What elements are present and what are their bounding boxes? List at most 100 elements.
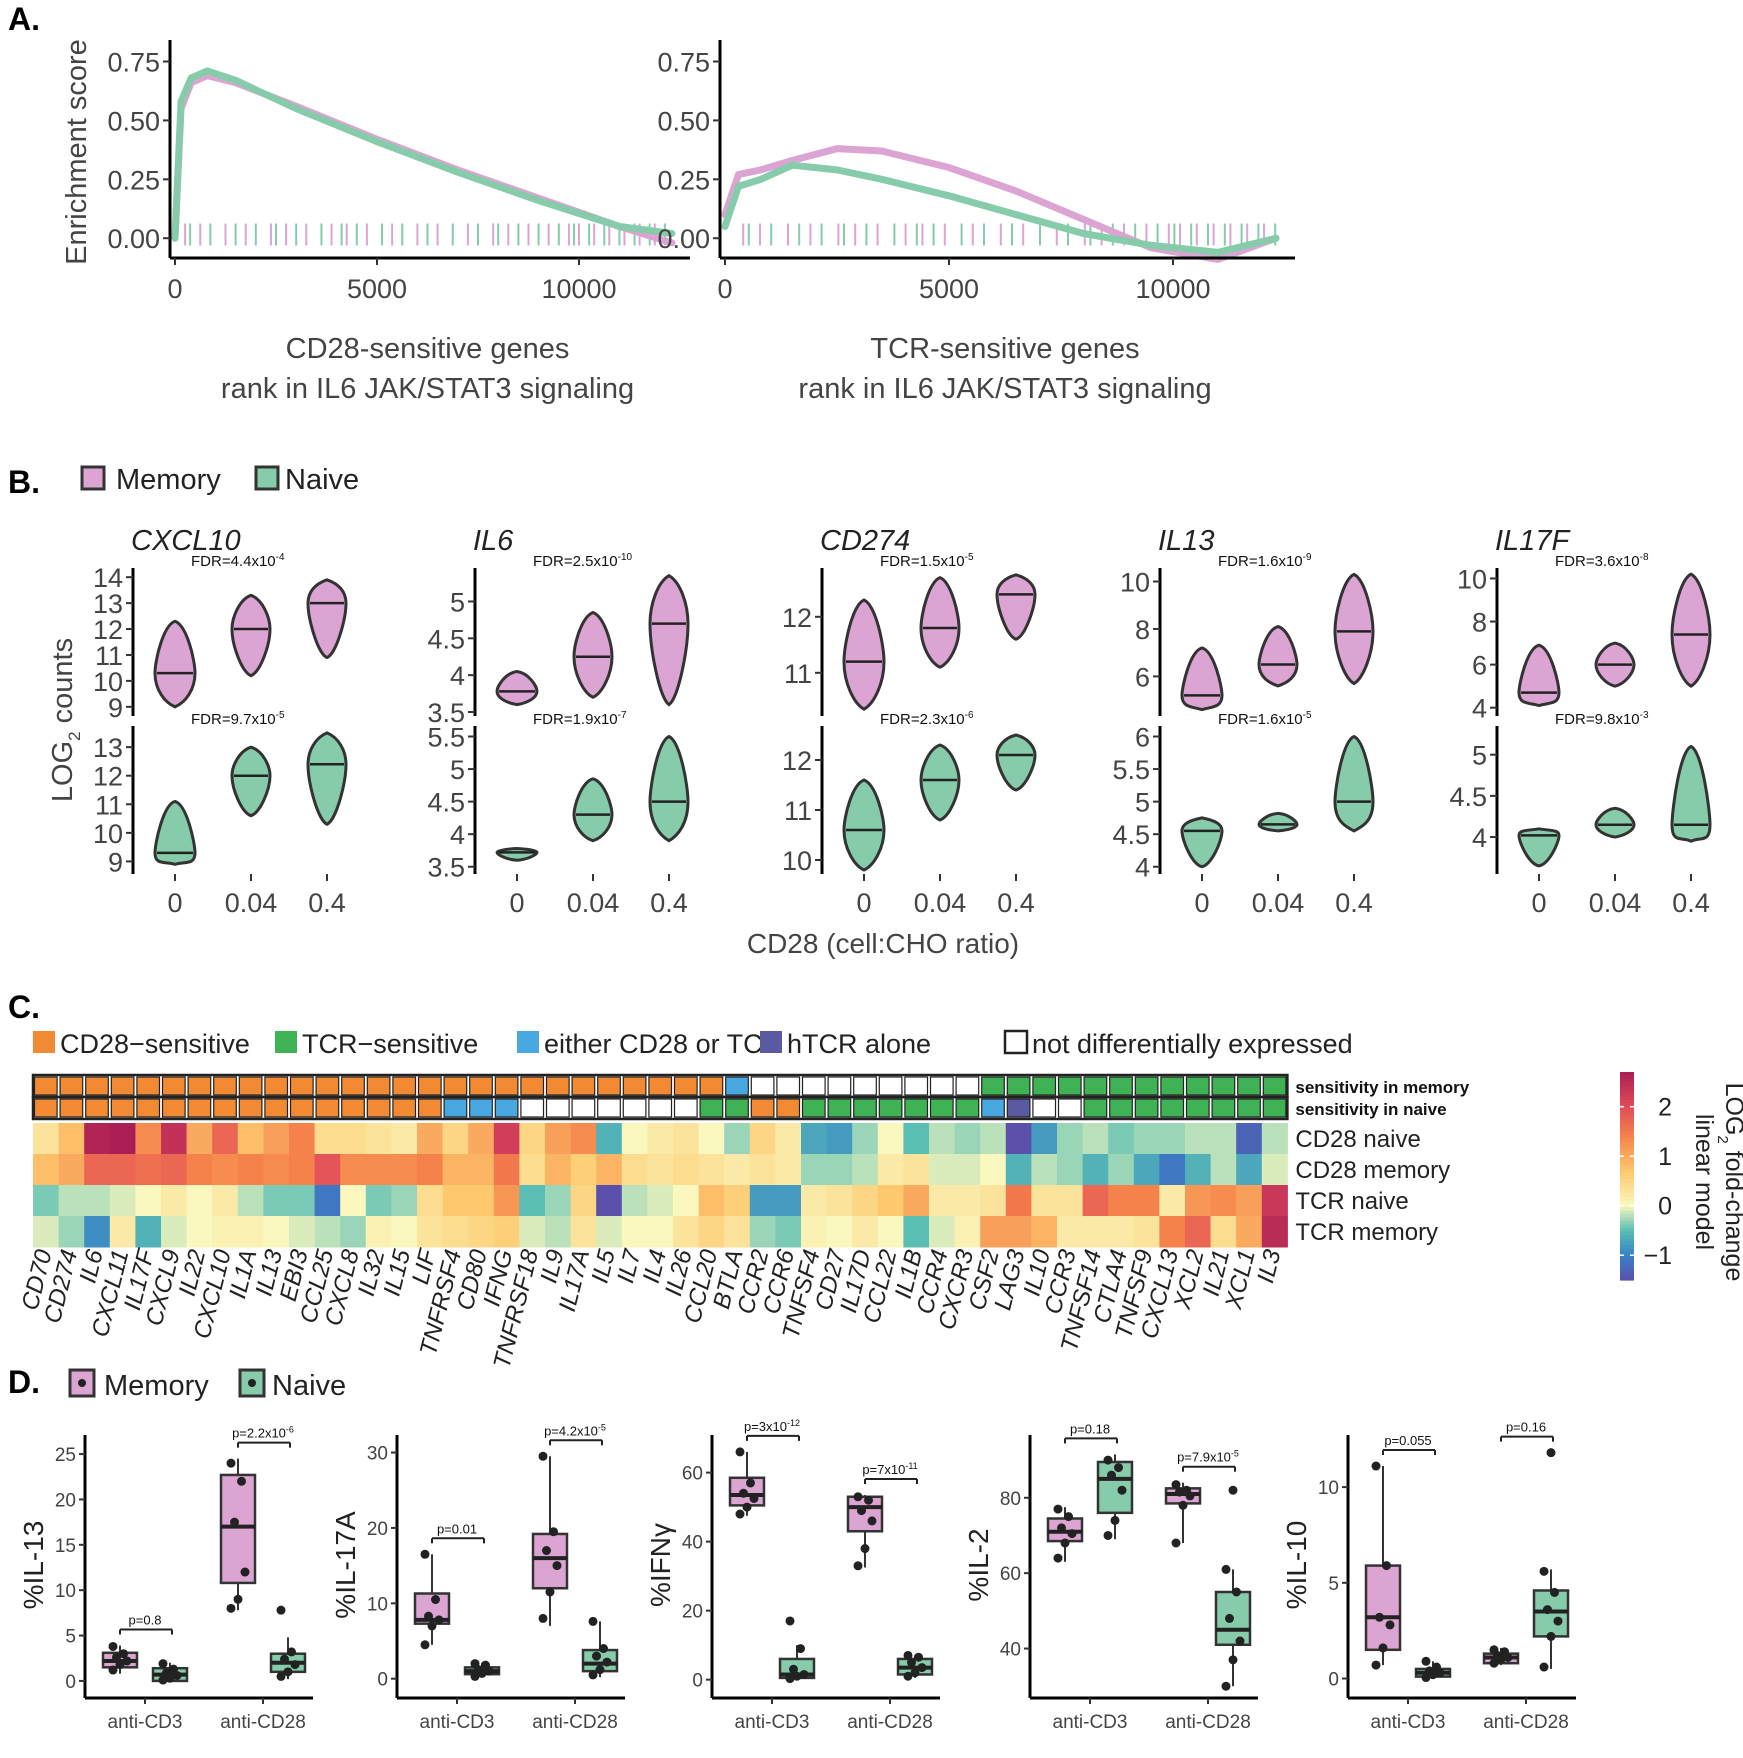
boxplot-point [119,1649,128,1659]
legend-b-naive-label: Naive [285,464,359,496]
boxplot-point [431,1595,440,1605]
colorbar-tick-label: 1 [1658,1143,1672,1171]
heatmap-cell [1210,1216,1237,1248]
colorbar-segment [1620,1106,1634,1111]
heatmap-cell [442,1123,469,1155]
colorbar-segment [1620,1189,1634,1194]
sensitivity-cell [213,1076,237,1096]
heatmap-cell [698,1154,725,1186]
sensitivity-cell [1160,1076,1185,1096]
boxplot-point [749,1493,759,1503]
heatmap-cell [1005,1154,1032,1186]
sensitivity-cell [366,1076,391,1096]
sensitivity-cell [1237,1098,1261,1118]
colorbar-segment [1620,1096,1634,1101]
gsea-xtick-label: 10000 [1135,274,1210,304]
heatmap-cell [929,1123,956,1155]
sensitivity-cell [1006,1076,1031,1096]
heatmap-cell [135,1123,162,1155]
sensitivity-cell [750,1076,775,1096]
violin-ytick-label: 5 [450,755,465,785]
heatmap-cell [570,1123,597,1155]
heatmap-cell [365,1123,392,1155]
colorbar-segment [1620,1186,1634,1191]
boxplot-box [219,1473,257,1585]
violin-shape [1670,744,1712,843]
boxplot-1: 0 5 10 15 20 25 %IL-13 anti-CD3 p=0.8 anti-CD28 p=… [18,1425,313,1733]
heatmap-legend-swatch [760,1031,782,1053]
colorbar-segment [1620,1262,1634,1267]
violin-xtick-label: 0.04 [1252,888,1305,918]
boxplot-point [1371,1660,1381,1670]
boxplot-point [420,1549,430,1559]
heatmap-cell [1082,1123,1109,1155]
heatmap-cell [1005,1123,1032,1155]
colorbar-segment [1620,1124,1634,1129]
boxplot-point [867,1516,877,1526]
heatmap-cell [801,1185,828,1217]
boxplot-ytick-label: 5 [65,1627,76,1648]
boxplot-2: 0 10 20 30 %IL-17A anti-CD3 p=0.01 anti-CD28 p=4… [330,1422,625,1733]
gsea-ytick-label: 0.00 [107,224,160,254]
boxplot-pvalue: p=0.055 [1384,1433,1431,1448]
heatmap-cell [263,1154,290,1186]
boxplot-point [158,1675,168,1685]
sensitivity-cell [85,1076,109,1096]
boxplot-point [735,1447,745,1457]
boxplot-point [860,1544,870,1554]
boxplot-point [588,1616,598,1626]
panel-label-d: D. [8,1364,40,1400]
sensitivity-cell [33,1098,58,1118]
gsea-xtick-label: 5000 [919,274,979,304]
colorbar-segment [1620,1075,1634,1080]
heatmap-cell [647,1123,674,1155]
heatmap-cell [212,1154,239,1186]
heatmap-cell [826,1216,853,1248]
boxplot-point [857,1506,866,1516]
heatmap-legend-label: not differentially expressed [1032,1029,1353,1059]
boxplot-point [785,1616,795,1626]
violin-ytick-label: 14 [93,563,123,593]
heatmap-cell [468,1185,495,1217]
boxplot-xtick-label: anti-CD28 [1165,1712,1251,1733]
violin-xtick-label: 0.4 [997,888,1035,918]
gsea-ytick-label: 0.25 [657,165,710,195]
violin-ytick-label: 3.5 [427,853,465,883]
boxplot-point [602,1657,612,1667]
violin-xtick-label: 0 [1531,888,1546,918]
boxplot-point [1432,1662,1441,1672]
boxplot-ytick-label: 20 [367,1519,388,1540]
heatmap-cell [135,1154,162,1186]
boxplot-point [424,1611,433,1621]
heatmap-cell [673,1123,700,1155]
violin-ytick-label: 4 [1135,853,1150,883]
violin-ytick-label: 3.5 [427,698,465,728]
boxplot-point [914,1652,923,1662]
boxplot-ytick-label: 40 [1000,1640,1021,1661]
sensitivity-cell [494,1098,519,1118]
boxplot-ylabel: %IL-13 [18,1521,49,1610]
heatmap: CD28−sensitive TCR−sensitive either CD28 o… [17,1029,1672,1371]
violin-ytick-label: 10 [93,819,123,849]
heatmap-cell [1133,1216,1160,1248]
heatmap-legend-swatch [33,1031,55,1053]
boxplot-xtick-label: anti-CD3 [108,1712,183,1733]
gsea-plot-1: 0.75 0.50 0.25 0.000 5000 10000 CD28-sensitive… [61,39,690,405]
sensitivity-cell [1134,1076,1159,1096]
sensitivity-cell [673,1076,698,1096]
heatmap-cell [1210,1185,1237,1217]
violin-xtick-label: 0 [509,888,524,918]
heatmap-cell [33,1185,60,1217]
heatmap-cell [289,1185,316,1217]
boxplot-point [552,1561,562,1571]
heatmap-cell [417,1185,444,1217]
violin-shape [1670,572,1712,688]
gsea-ytick-label: 0.25 [107,165,160,195]
heatmap-cell [1108,1123,1135,1155]
violin-fdr-label: FDR=2.5x10-10 [533,552,633,570]
violin-ytick-label: 4 [1472,694,1487,724]
heatmap-cell [1031,1123,1058,1155]
colorbar-tick-label: 2 [1658,1094,1672,1122]
legend-b-naive-swatch [254,465,280,491]
